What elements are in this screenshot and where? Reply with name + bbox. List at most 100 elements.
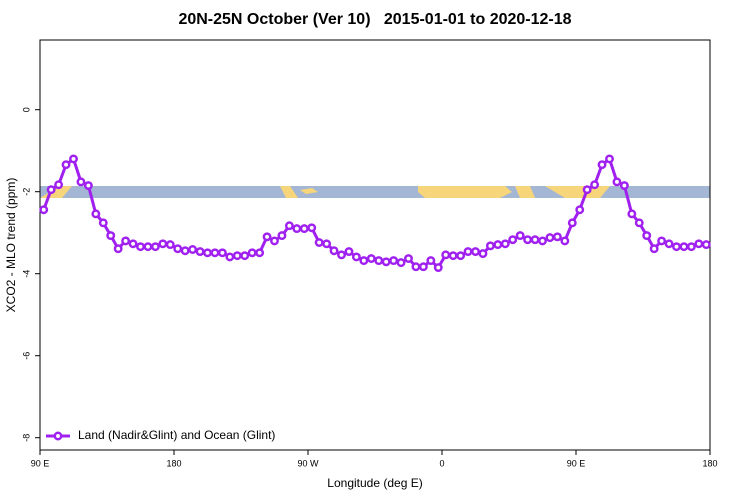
- data-point: [329, 246, 339, 256]
- ocean: [40, 186, 710, 198]
- data-point: [128, 239, 138, 249]
- data-point: [605, 154, 614, 164]
- land: [515, 186, 535, 198]
- land: [280, 186, 298, 198]
- data-point: [679, 242, 689, 252]
- data-point: [366, 254, 376, 263]
- data-point: [180, 246, 190, 256]
- data-point: [217, 248, 227, 258]
- data-point: [538, 236, 547, 246]
- data-point: [433, 263, 443, 272]
- data-point: [188, 245, 198, 254]
- x-tick-label: 90 W: [297, 458, 319, 468]
- data-point: [426, 256, 436, 266]
- data-point: [284, 221, 294, 231]
- data-point: [165, 240, 175, 250]
- x-tick-label: 0: [439, 458, 444, 468]
- data-point: [389, 256, 399, 266]
- data-point: [247, 248, 257, 258]
- data-point: [374, 256, 384, 266]
- data-point: [136, 242, 145, 252]
- data-point: [232, 251, 242, 261]
- data-point: [396, 258, 406, 268]
- data-point: [203, 248, 212, 258]
- data-point: [500, 239, 510, 249]
- legend-marker: [53, 431, 63, 441]
- data-point: [701, 240, 711, 250]
- data-point: [210, 248, 220, 258]
- data-point: [262, 232, 272, 242]
- data-point: [83, 181, 93, 191]
- data-point: [478, 249, 488, 259]
- data-point: [590, 180, 600, 190]
- data-point: [299, 224, 309, 234]
- data-point: [508, 235, 518, 245]
- data-point: [418, 262, 428, 272]
- map-strip: [40, 186, 710, 198]
- data-point: [158, 239, 168, 249]
- data-point: [381, 257, 391, 267]
- data-point: [664, 239, 674, 249]
- data-point: [404, 254, 413, 263]
- data-point: [471, 247, 480, 257]
- data-point: [277, 231, 287, 241]
- data-point: [195, 247, 205, 257]
- chart-title: 20N-25N October (Ver 10) 2015-01-01 to 2…: [178, 11, 571, 28]
- data-point: [612, 177, 622, 187]
- data-point: [530, 235, 540, 245]
- data-point: [575, 205, 585, 215]
- y-tick-label: -6: [21, 352, 31, 360]
- data-point: [76, 177, 86, 187]
- data-point: [314, 238, 324, 247]
- data-point: [69, 154, 78, 164]
- data-point: [113, 244, 123, 254]
- data-point: [98, 218, 108, 228]
- data-point: [485, 241, 495, 251]
- data-point: [150, 242, 160, 252]
- data-point: [463, 247, 473, 257]
- data-point: [694, 239, 704, 249]
- data-point: [448, 251, 458, 261]
- x-tick-label: 90 E: [567, 458, 586, 468]
- data-point: [411, 262, 421, 272]
- x-tick-label: 90 E: [31, 458, 50, 468]
- data-point: [270, 236, 279, 246]
- data-point: [634, 218, 644, 228]
- data-point: [672, 242, 681, 252]
- data-point: [657, 236, 667, 246]
- data-point: [441, 250, 451, 260]
- y-axis-label: XCO2 - MLO trend (ppm): [4, 178, 18, 313]
- y-tick-label: -8: [21, 434, 31, 442]
- data-point: [351, 252, 361, 262]
- data-point: [173, 244, 183, 254]
- data-point: [240, 251, 250, 261]
- data-point: [322, 239, 332, 249]
- data-point: [46, 185, 56, 195]
- data-point: [255, 248, 265, 258]
- series-line: [42, 157, 707, 270]
- data-point: [143, 242, 153, 252]
- data-point: [456, 251, 466, 261]
- data-point: [642, 231, 652, 241]
- data-point: [552, 232, 562, 242]
- y-tick-label: -2: [21, 188, 31, 196]
- data-point: [582, 185, 592, 195]
- data-point: [307, 223, 317, 233]
- data-point: [106, 231, 116, 241]
- data-point: [545, 233, 555, 243]
- data-point: [515, 231, 525, 241]
- data-point: [292, 224, 302, 234]
- data-point: [619, 181, 629, 191]
- data-point: [686, 242, 696, 252]
- data-point: [523, 235, 533, 245]
- data-point: [225, 252, 235, 262]
- data-point: [91, 209, 101, 219]
- y-tick-label: 0: [21, 107, 31, 112]
- data-point: [649, 244, 659, 254]
- legend-label: Land (Nadir&Glint) and Ocean (Glint): [78, 428, 275, 442]
- data-point: [567, 218, 577, 228]
- data-point: [337, 250, 346, 260]
- data-point: [54, 180, 64, 190]
- data-point: [597, 160, 607, 170]
